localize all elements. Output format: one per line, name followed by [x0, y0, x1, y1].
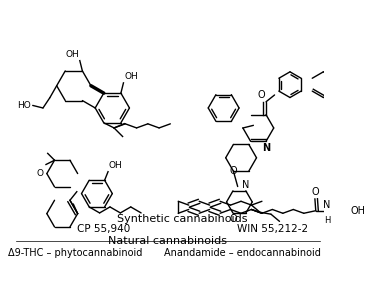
- Text: O: O: [230, 166, 237, 176]
- Text: CP 55,940: CP 55,940: [77, 224, 130, 234]
- Text: H: H: [324, 216, 330, 225]
- Text: OH: OH: [351, 206, 365, 216]
- Text: N: N: [262, 143, 270, 153]
- Text: Δ9-THC – phytocannabinoid: Δ9-THC – phytocannabinoid: [8, 248, 143, 258]
- Text: O: O: [258, 90, 266, 100]
- Text: N: N: [323, 200, 331, 210]
- Text: O: O: [229, 214, 237, 224]
- Text: Natural cannabinoids: Natural cannabinoids: [108, 236, 227, 246]
- Text: OH: OH: [124, 72, 138, 81]
- Text: OH: OH: [65, 50, 79, 59]
- Text: Anandamide – endocannabinoid: Anandamide – endocannabinoid: [164, 248, 321, 258]
- Text: N: N: [242, 180, 250, 190]
- Text: Synthetic cannabinoids: Synthetic cannabinoids: [117, 214, 248, 224]
- Text: WIN 55,212-2: WIN 55,212-2: [237, 224, 308, 234]
- Text: OH: OH: [109, 161, 123, 170]
- Text: O: O: [36, 169, 43, 178]
- Text: O: O: [312, 187, 320, 197]
- Text: HO: HO: [17, 101, 31, 110]
